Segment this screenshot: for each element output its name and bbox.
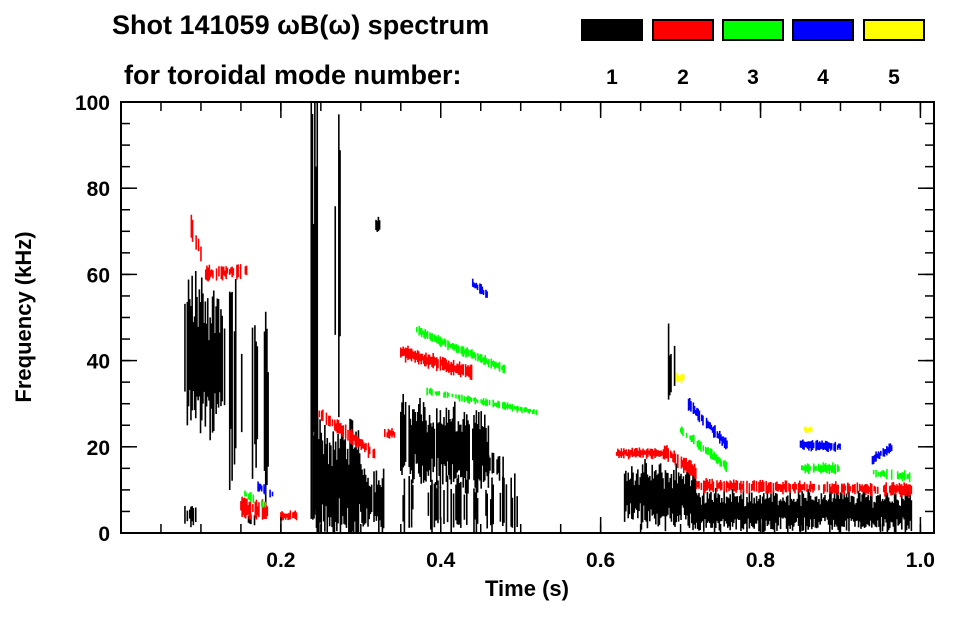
mode-1-feature — [184, 505, 197, 528]
mode-3-feature — [244, 490, 267, 508]
mode-3-feature — [426, 387, 538, 415]
mode-4-feature — [471, 278, 488, 298]
mode-2-feature — [663, 445, 697, 479]
axes: 0.2 0.4 0.6 0.8 1.0 0 20 40 60 80 100 — [75, 92, 935, 572]
legend-swatch-mode-4 — [792, 19, 854, 41]
legend-label-mode-2: 2 — [677, 66, 689, 89]
mode-2-feature — [399, 345, 473, 380]
mode-1-feature — [184, 271, 226, 441]
mode-3-feature — [679, 426, 727, 472]
mode-1-feature — [360, 464, 385, 533]
chart-title-line2: for toroidal mode number: — [124, 60, 462, 90]
mode-1-feature — [623, 459, 697, 532]
mode-2-feature — [615, 447, 665, 460]
mode-2-feature — [280, 510, 298, 521]
mode-2-feature — [384, 428, 396, 439]
x-tick-label: 0.8 — [746, 549, 776, 572]
mode-4-feature — [799, 439, 841, 453]
legend-swatch-mode-5 — [863, 19, 925, 41]
x-axis-label: Time (s) — [485, 576, 569, 601]
x-tick-label: 0.6 — [586, 549, 615, 572]
mode-2-feature — [318, 409, 376, 459]
mode-1-feature — [228, 279, 269, 505]
legend-label-mode-5: 5 — [888, 66, 900, 89]
y-tick-label: 60 — [87, 264, 110, 287]
mode-1-feature — [399, 393, 490, 494]
y-tick-label: 0 — [98, 523, 110, 546]
mode-1-feature — [695, 488, 913, 533]
legend: 1 2 3 4 5 — [581, 19, 925, 89]
spectrum-marks — [184, 102, 913, 533]
mode-3-feature — [415, 326, 506, 374]
mode-2-feature — [204, 264, 248, 282]
mode-2-feature — [695, 478, 913, 498]
legend-label-mode-4: 4 — [817, 66, 829, 89]
mode-5-feature — [675, 372, 685, 384]
y-tick-label: 100 — [75, 92, 110, 115]
mode-5-feature — [803, 426, 813, 434]
y-axis-label: Frequency (kHz) — [11, 231, 36, 402]
mode-1-feature — [334, 114, 341, 418]
legend-label-mode-3: 3 — [747, 66, 759, 89]
mode-4-feature — [871, 443, 893, 465]
mode-4-feature — [257, 481, 274, 498]
y-tick-label: 80 — [87, 178, 110, 201]
mode-3-feature — [872, 468, 911, 483]
mode-1-feature — [667, 323, 676, 400]
x-tick-label: 0.4 — [426, 549, 456, 572]
mode-2-feature — [240, 496, 269, 520]
plot-frame — [120, 101, 935, 534]
legend-swatch-mode-2 — [652, 19, 714, 41]
chart-title-line1: Shot 141059 ωB(ω) spectrum — [112, 10, 489, 40]
mode-4-feature — [687, 397, 728, 450]
x-tick-label: 0.2 — [266, 549, 295, 572]
legend-label-mode-1: 1 — [606, 66, 618, 89]
y-tick-label: 40 — [87, 351, 110, 374]
legend-swatch-mode-1 — [581, 19, 643, 41]
mode-3-feature — [800, 462, 840, 475]
x-tick-label: 1.0 — [906, 549, 935, 572]
mode-1-feature — [375, 216, 381, 232]
mode-1-feature — [487, 452, 504, 481]
mode-1-feature — [402, 473, 518, 533]
legend-swatch-mode-3 — [722, 19, 784, 41]
y-tick-label: 20 — [87, 437, 110, 460]
